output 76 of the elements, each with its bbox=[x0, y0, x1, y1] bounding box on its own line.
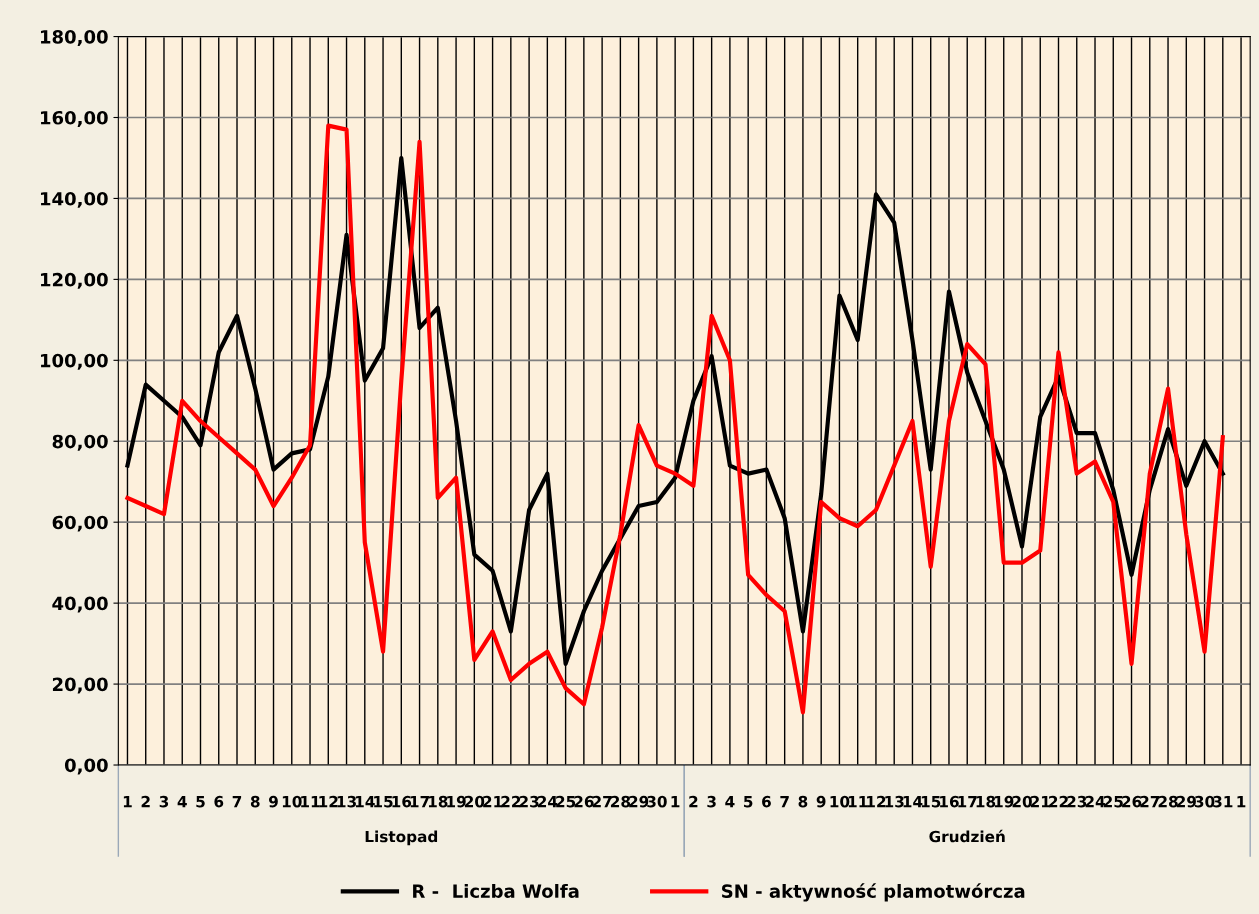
x-tick-label: 29 bbox=[1176, 795, 1196, 808]
x-tick-label: 5 bbox=[196, 796, 205, 808]
x-tick-label: 16 bbox=[392, 795, 412, 808]
x-tick-label: 29 bbox=[629, 795, 649, 808]
x-tick-label: 21 bbox=[1030, 795, 1050, 808]
x-tick-label: 9 bbox=[268, 795, 278, 808]
x-tick-label: 6 bbox=[214, 795, 224, 808]
x-tick-label: 5 bbox=[744, 796, 753, 808]
x-tick-label: 15 bbox=[921, 796, 941, 808]
x-tick-label: 18 bbox=[428, 795, 448, 808]
x-tick-label: 16 bbox=[940, 795, 959, 808]
x-tick-label: 6 bbox=[762, 795, 771, 808]
x-tick-label: 13 bbox=[337, 795, 356, 808]
x-tick-label: 26 bbox=[1122, 795, 1142, 808]
x-tick-label: 12 bbox=[319, 795, 338, 808]
x-tick-label: 1 bbox=[1237, 796, 1246, 808]
x-tick-label: 25 bbox=[556, 795, 576, 808]
x-tick-label: 31 bbox=[1213, 795, 1233, 808]
x-tick-label: 19 bbox=[447, 795, 466, 808]
x-tick-label: 1 bbox=[671, 796, 680, 808]
x-tick-label: 27 bbox=[592, 795, 612, 808]
legend-label: SN - aktywność plamotwórcza bbox=[722, 883, 1025, 902]
y-tick-label: 120,00 bbox=[40, 272, 108, 289]
x-tick-label: 14 bbox=[355, 796, 375, 808]
x-tick-label: 4 bbox=[177, 796, 187, 808]
y-tick-label: 140,00 bbox=[40, 191, 108, 208]
x-tick-label: 1 bbox=[123, 796, 132, 808]
x-tick-label: 11 bbox=[301, 796, 320, 808]
x-tick-label: 7 bbox=[780, 796, 789, 808]
x-tick-label: 24 bbox=[537, 795, 558, 808]
x-tick-label: 26 bbox=[574, 795, 594, 808]
x-tick-label: 11 bbox=[848, 796, 868, 808]
text: Grudzień bbox=[929, 829, 1005, 843]
x-tick-label: 20 bbox=[464, 795, 485, 808]
x-tick-label: 23 bbox=[1067, 795, 1087, 808]
x-tick-label: 12 bbox=[867, 795, 886, 808]
x-tick-label: 28 bbox=[610, 795, 631, 808]
x-tick-label: 10 bbox=[282, 795, 302, 808]
x-tick-label: 30 bbox=[1194, 795, 1215, 808]
x-tick-label: 24 bbox=[1085, 795, 1105, 808]
x-tick-label: 22 bbox=[501, 795, 521, 808]
text: Listopad bbox=[365, 830, 438, 846]
x-tick-label: 22 bbox=[1049, 795, 1068, 808]
x-tick-label: 8 bbox=[798, 795, 808, 808]
y-tick-label: 40,00 bbox=[52, 596, 108, 613]
x-tick-label: 17 bbox=[958, 796, 977, 808]
x-tick-label: 3 bbox=[707, 795, 716, 808]
x-tick-label: 10 bbox=[830, 795, 850, 808]
y-tick-label: 60,00 bbox=[52, 515, 108, 532]
y-tick-label: 100,00 bbox=[40, 353, 108, 370]
y-tick-label: 160,00 bbox=[40, 110, 108, 127]
x-tick-label: 8 bbox=[250, 795, 260, 808]
x-tick-label: 7 bbox=[232, 796, 242, 808]
x-tick-label: 14 bbox=[903, 796, 923, 808]
x-tick-label: 15 bbox=[374, 796, 393, 808]
y-tick-label: 80,00 bbox=[52, 434, 108, 451]
x-tick-label: 30 bbox=[647, 795, 667, 808]
x-tick-label: 23 bbox=[519, 795, 539, 808]
y-tick-label: 0,00 bbox=[64, 758, 108, 775]
x-tick-label: 21 bbox=[483, 795, 503, 808]
x-tick-label: 27 bbox=[1140, 795, 1160, 808]
legend-label: R - Liczba Wolfa bbox=[413, 883, 579, 898]
x-tick-label: 3 bbox=[159, 795, 169, 808]
y-tick-label: 180,00 bbox=[40, 30, 108, 46]
x-tick-label: 9 bbox=[816, 795, 826, 808]
x-tick-label: 25 bbox=[1103, 795, 1123, 808]
x-tick-label: 18 bbox=[976, 795, 996, 808]
x-tick-label: 4 bbox=[725, 796, 735, 808]
x-tick-label: 2 bbox=[689, 795, 698, 808]
x-tick-label: 28 bbox=[1158, 795, 1178, 808]
x-tick-label: 19 bbox=[994, 795, 1014, 808]
x-tick-label: 17 bbox=[410, 796, 429, 808]
x-tick-label: 2 bbox=[141, 795, 150, 808]
x-tick-label: 13 bbox=[885, 795, 904, 808]
y-tick-label: 20,00 bbox=[52, 677, 108, 694]
x-tick-label: 20 bbox=[1012, 795, 1032, 808]
